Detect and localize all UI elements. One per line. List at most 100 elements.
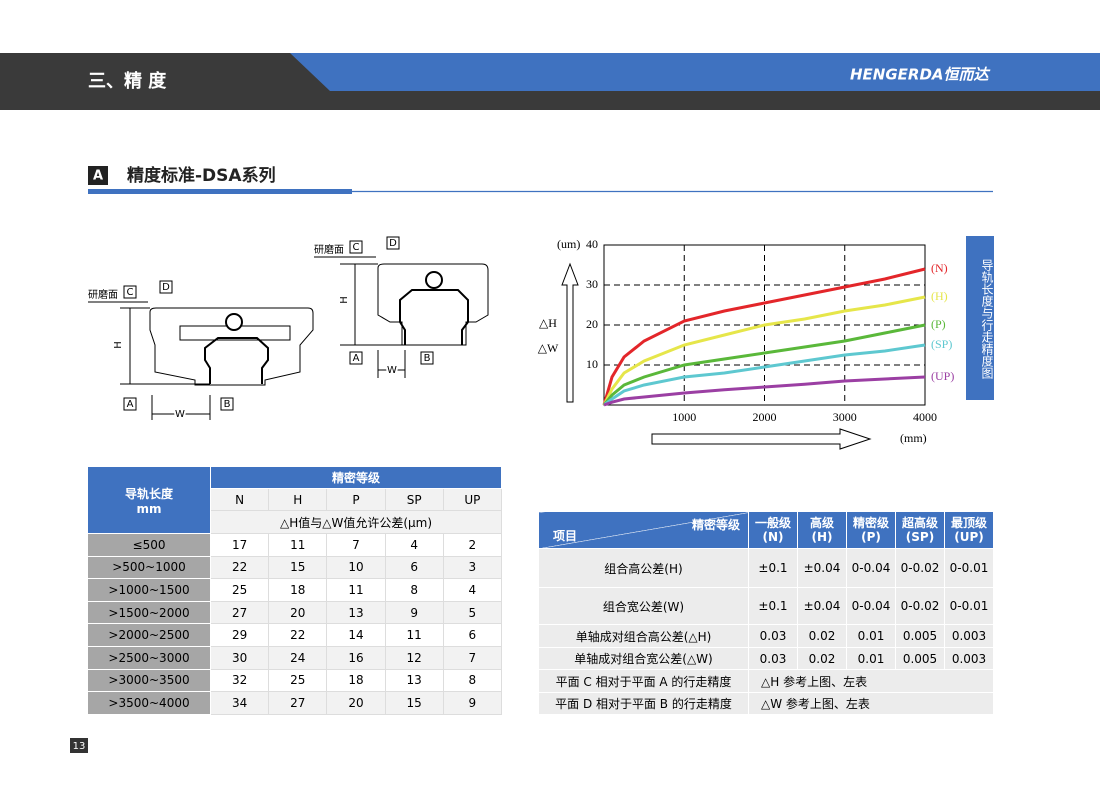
heading-letter-box — [88, 166, 108, 185]
table-cell: P — [326, 488, 386, 511]
header-text: 最顶级 — [950, 516, 987, 530]
table-cell: 27 — [268, 691, 328, 715]
diagram-label: H — [339, 296, 350, 304]
table-cell: 20 — [268, 600, 328, 625]
x-tick-label: 4000 — [913, 410, 937, 424]
diagram-surface: 研磨面 — [314, 244, 344, 256]
x-tick-label: 2000 — [753, 410, 777, 424]
line — [603, 343, 926, 407]
table-cell: ≤500 — [87, 533, 211, 557]
table-cell: 7 — [326, 533, 386, 557]
legend-label: (SP) — [931, 337, 952, 351]
table-cell: 32 — [209, 668, 270, 693]
table-cell: 29 — [209, 623, 270, 647]
table-cell: 0-0.02 — [895, 548, 945, 588]
header-text: (N) — [762, 530, 784, 544]
header-text: 精密等级 — [691, 518, 740, 532]
table-cell: 0.02 — [797, 624, 847, 648]
table-cell: 34 — [209, 691, 270, 715]
length-table: 导轨长度 mm 精密等级 N H P SP UP △H值与△W值允许公差(μm) ≤500 17 11… — [87, 466, 503, 715]
table-cell: 0.03 — [748, 624, 798, 648]
table-cell: 24 — [268, 645, 328, 670]
header-text: (P) — [861, 530, 881, 544]
table-cell: 0.02 — [797, 647, 847, 670]
line — [602, 295, 926, 406]
x-tick-label: 1000 — [672, 410, 696, 424]
table-cell: 0.01 — [846, 624, 896, 648]
diagram-surface: 研磨面 — [88, 289, 118, 301]
header-cell: 精密级 (P) — [846, 511, 896, 549]
table-cell: >500~1000 — [87, 555, 211, 580]
table-cell: 8 — [384, 578, 444, 602]
table-cell: ±0.04 — [797, 587, 847, 625]
header-section: 三、精 度 — [88, 70, 167, 92]
table-cell: 0.005 — [895, 647, 945, 670]
table-cell: 组合高公差(H) — [538, 548, 749, 588]
table-cell: SP — [384, 488, 444, 511]
table-cell: 单轴成对组合高公差(△H) — [538, 624, 749, 648]
page-number-box — [70, 738, 88, 753]
header-text: 导轨长度 — [124, 486, 173, 501]
diagram-label: D — [162, 282, 170, 293]
table-cell: >3000~3500 — [87, 668, 211, 693]
table-cell: 8 — [442, 668, 503, 693]
y-unit: (um) — [557, 237, 580, 251]
table-cell: 16 — [326, 645, 386, 670]
table-cell: 9 — [384, 600, 444, 625]
table-cell: 11 — [268, 533, 328, 557]
y-label: △H — [539, 316, 557, 330]
table-cell: 17 — [209, 533, 270, 557]
table-cell: 6 — [384, 555, 444, 580]
table-cell: 0-0.04 — [846, 587, 896, 625]
y-tick-label: 30 — [586, 277, 598, 291]
table-cell: 0-0.01 — [944, 587, 994, 625]
diagram-label: H — [113, 341, 124, 349]
table-cell: 27 — [209, 600, 270, 625]
table-cell: 平面 C 相对于平面 A 的行走精度 — [538, 669, 749, 693]
legend-label: (N) — [931, 261, 948, 275]
header-cell: 最顶级 (UP) — [944, 511, 994, 549]
table-cell: 13 — [384, 668, 444, 693]
diagram-label: D — [389, 238, 397, 249]
header-text: (UP) — [954, 530, 984, 544]
table-cell: 13 — [326, 600, 386, 625]
table-cell: 11 — [384, 623, 444, 647]
x-arrow — [651, 428, 872, 450]
header-text: 超高级 — [901, 516, 938, 530]
diagram: 研磨面 C D H A W B — [314, 236, 489, 378]
table-cell: 单轴成对组合宽公差(△W) — [538, 647, 749, 670]
table-cell: 25 — [209, 578, 270, 602]
heading-underline — [88, 189, 352, 194]
side-label: 导轨长度与行走精度图 — [980, 259, 994, 379]
header-text: mm — [136, 501, 162, 516]
page-number: 13 — [73, 741, 86, 752]
table-cell: 0.003 — [944, 647, 994, 670]
table-cell: 15 — [268, 555, 328, 580]
table-cell: 0.03 — [748, 647, 798, 670]
table-cell: 9 — [442, 691, 503, 715]
table-cell: 6 — [442, 623, 503, 647]
logo: HENGERDA恒而达 — [850, 66, 991, 84]
table-cell: ±0.04 — [797, 548, 847, 588]
table-cell: >1000~1500 — [87, 578, 211, 602]
table-cell: >2000~2500 — [87, 623, 211, 647]
header-cell: 超高级 (SP) — [895, 511, 945, 549]
y-arrow — [561, 262, 579, 403]
line — [602, 323, 926, 406]
table-cell: 10 — [326, 555, 386, 580]
table-cell: ±0.1 — [748, 548, 798, 588]
table-cell: 25 — [268, 668, 328, 693]
heading-letter: A — [93, 169, 103, 184]
header-text: 项目 — [553, 529, 578, 543]
table-cell: 11 — [326, 578, 386, 602]
header-text: (SP) — [905, 530, 935, 544]
table-cell: 0-0.04 — [846, 548, 896, 588]
table-cell: >3500~4000 — [87, 691, 211, 715]
header-cell: 一般级 (N) — [748, 511, 798, 549]
table-cell: 组合宽公差(W) — [538, 587, 749, 625]
diagram-label: W — [387, 365, 397, 376]
table-cell: 15 — [384, 691, 444, 715]
table-cell: 20 — [326, 691, 386, 715]
line — [603, 375, 926, 407]
